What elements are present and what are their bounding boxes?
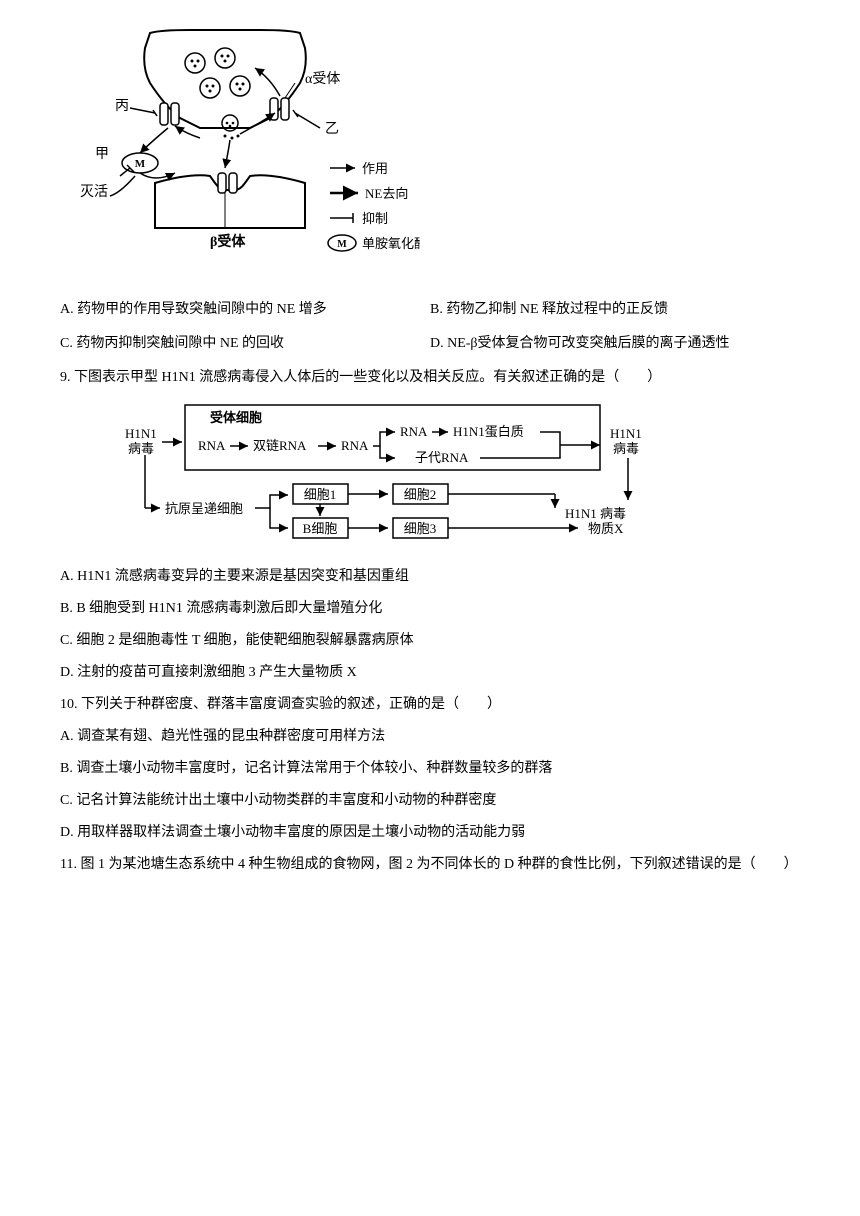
svg-text:H1N1: H1N1 [610, 426, 642, 441]
svg-text:单胺氧化酶: 单胺氧化酶 [362, 236, 420, 251]
svg-text:RNA: RNA [400, 424, 428, 439]
label-alpha: α受体 [305, 71, 340, 87]
q11-stem: 11. 图 1 为某池塘生态系统中 4 种生物组成的食物网，图 2 为不同体长的… [60, 851, 800, 879]
svg-text:H1N1 病毒: H1N1 病毒 [565, 506, 626, 521]
q9-option-b: B. B 细胞受到 H1N1 流感病毒刺激后即大量增殖分化 [60, 595, 800, 623]
q10-option-c: C. 记名计算法能统计出土壤中小动物类群的丰富度和小动物的种群密度 [60, 787, 800, 815]
svg-text:M: M [135, 158, 146, 170]
svg-text:受体细胞: 受体细胞 [210, 410, 262, 425]
svg-text:H1N1: H1N1 [125, 426, 157, 441]
svg-text:RNA: RNA [198, 438, 226, 453]
q8-option-a: A. 药物甲的作用导致突触间隙中的 NE 增多 [60, 296, 430, 324]
label-miehuo: 灭活 [80, 184, 108, 200]
q9-option-d: D. 注射的疫苗可直接刺激细胞 3 产生大量物质 X [60, 659, 800, 687]
q8-options-row1: A. 药物甲的作用导致突触间隙中的 NE 增多 B. 药物乙抑制 NE 释放过程… [60, 296, 800, 324]
svg-text:细胞2: 细胞2 [404, 487, 437, 502]
label-jia: 甲 [95, 147, 109, 162]
q10-option-b: B. 调查土壤小动物丰富度时，记名计算法常用于个体较小、种群数量较多的群落 [60, 755, 800, 783]
q8-options-row2: C. 药物丙抑制突触间隙中 NE 的回收 D. NE-β受体复合物可改变突触后膜… [60, 330, 800, 358]
svg-text:细胞3: 细胞3 [404, 521, 437, 536]
svg-text:B细胞: B细胞 [303, 521, 338, 536]
label-beta: β受体 [210, 233, 246, 250]
svg-text:物质X: 物质X [588, 521, 624, 536]
label-bing: 丙 [115, 99, 129, 114]
svg-text:抗原呈递细胞: 抗原呈递细胞 [165, 501, 243, 516]
q9-option-a: A. H1N1 流感病毒变异的主要来源是基因突变和基因重组 [60, 563, 800, 591]
q8-option-d: D. NE-β受体复合物可改变突触后膜的离子通透性 [430, 330, 800, 358]
q8-option-c: C. 药物丙抑制突触间隙中 NE 的回收 [60, 330, 430, 358]
q10-stem: 10. 下列关于种群密度、群落丰富度调查实验的叙述，正确的是（ ） [60, 691, 800, 719]
q8-option-b: B. 药物乙抑制 NE 释放过程中的正反馈 [430, 296, 800, 324]
svg-text:双链RNA: 双链RNA [253, 438, 307, 453]
svg-text:细胞1: 细胞1 [304, 487, 337, 502]
q10-option-a: A. 调查某有翅、趋光性强的昆虫种群密度可用样方法 [60, 723, 800, 751]
q10-option-d: D. 用取样器取样法调查土壤小动物丰富度的原因是土壤小动物的活动能力弱 [60, 819, 800, 847]
h1n1-diagram: 受体细胞 H1N1 病毒 RNA 双链RNA RNA RNA H1N1蛋白质 子… [120, 400, 800, 555]
label-yi: 乙 [325, 121, 339, 137]
synapse-diagram: M 丙 甲 灭活 α受体 乙 β受体 [60, 28, 800, 288]
svg-text:NE去向: NE去向 [365, 186, 408, 201]
svg-text:M: M [337, 239, 347, 250]
svg-text:作用: 作用 [362, 161, 388, 176]
svg-text:子代RNA: 子代RNA [415, 450, 469, 465]
q9-option-c: C. 细胞 2 是细胞毒性 T 细胞，能使靶细胞裂解暴露病原体 [60, 627, 800, 655]
svg-text:H1N1蛋白质: H1N1蛋白质 [453, 424, 524, 439]
svg-text:病毒: 病毒 [128, 441, 154, 456]
svg-text:抑制: 抑制 [362, 211, 388, 226]
svg-text:RNA: RNA [341, 438, 369, 453]
svg-text:病毒: 病毒 [613, 441, 639, 456]
q9-stem: 9. 下图表示甲型 H1N1 流感病毒侵入人体后的一些变化以及相关反应。有关叙述… [60, 364, 800, 392]
